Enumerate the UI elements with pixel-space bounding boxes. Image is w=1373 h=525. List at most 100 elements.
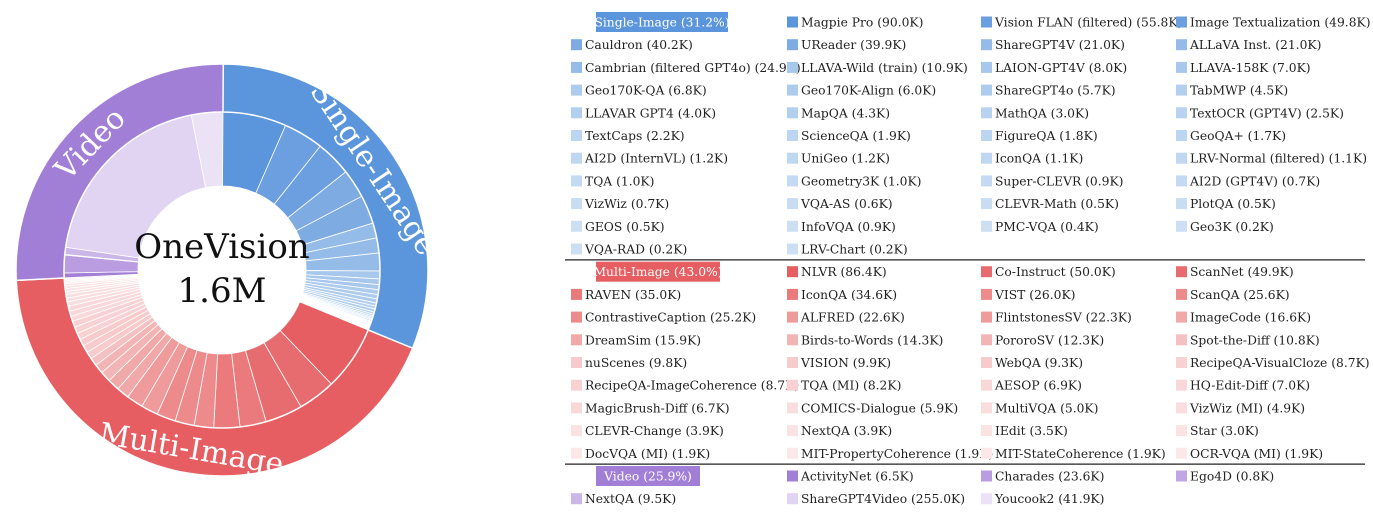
legend-swatch <box>787 107 798 119</box>
legend-swatch <box>981 107 992 119</box>
legend-header-video <box>596 466 700 486</box>
legend-item-iedit: IEdit (3.5K) <box>995 424 1068 438</box>
legend-swatch <box>981 84 992 96</box>
legend-swatch <box>571 288 582 300</box>
legend-item-cambrian: Cambrian (filtered GPT4o) (24.9K) <box>585 61 801 75</box>
legend-item-pororosv: PororoSV (12.3K) <box>995 333 1104 347</box>
legend-swatch <box>981 311 992 323</box>
legend-item-nextqa: NextQA (9.5K) <box>585 492 676 506</box>
legend-item-vision: VISION (9.9K) <box>800 356 891 370</box>
legend-swatch <box>787 130 798 141</box>
legend-item-comics-dialogue: COMICS-Dialogue (5.9K) <box>801 401 958 415</box>
legend-item-alfred: ALFRED (22.6K) <box>800 311 905 325</box>
legend-item-charades: Charades (23.6K) <box>995 470 1104 484</box>
legend-swatch <box>787 266 798 278</box>
legend-swatch <box>1176 61 1187 73</box>
legend-item-clevr-change: CLEVR-Change (3.9K) <box>585 424 724 438</box>
legend-item-ego4d: Ego4D (0.8K) <box>1190 470 1274 484</box>
legend-swatch <box>787 220 798 232</box>
legend-item-image-textualization: Image Textualization (49.8K) <box>1190 16 1371 30</box>
legend-item-geometry3k: Geometry3K (1.0K) <box>801 174 921 188</box>
legend-item-star: Star (3.0K) <box>1190 424 1259 438</box>
legend-item-hq-edit-diff: HQ-Edit-Diff (7.0K) <box>1190 379 1310 393</box>
legend-swatch <box>1176 402 1187 414</box>
center-total: 1.6M <box>178 271 267 311</box>
legend-swatch <box>981 175 992 187</box>
legend-item-llava-158k: LLAVA-158K (7.0K) <box>1190 61 1311 75</box>
legend-swatch <box>787 334 798 346</box>
legend-item-vqa-as: VQA-AS (0.6K) <box>800 197 893 211</box>
legend-item-recipeqa-visualcloze: RecipeQA-VisualCloze (8.7K) <box>1190 356 1370 370</box>
legend-swatch <box>571 39 582 51</box>
legend-item-cauldron: Cauldron (40.2K) <box>585 38 693 52</box>
legend-header-multi-image <box>596 261 720 282</box>
legend-item-tqa: TQA (MI) (8.2K) <box>801 379 901 393</box>
legend-item-mit-statecoherence: MIT-StateCoherence (1.9K) <box>995 447 1166 461</box>
legend-swatch <box>1176 357 1187 368</box>
legend-swatch <box>1176 198 1187 210</box>
legend-swatch <box>787 175 798 187</box>
legend-item-scannet: ScanNet (49.9K) <box>1190 265 1294 279</box>
legend-swatch <box>571 220 582 232</box>
legend-swatch <box>1176 334 1187 346</box>
legend-swatch <box>981 288 992 300</box>
legend-item-pmc-vqa: PMC-VQA (0.4K) <box>995 220 1099 234</box>
legend-swatch <box>1176 220 1187 232</box>
legend-swatch <box>1176 288 1187 300</box>
legend-item-co-instruct: Co-Instruct (50.0K) <box>995 265 1116 279</box>
legend-swatch <box>981 379 992 391</box>
legend-item-contrastivecaption: ContrastiveCaption (25.2K) <box>585 311 756 325</box>
legend-swatch <box>981 334 992 346</box>
legend-item-tqa: TQA (1.0K) <box>585 174 654 188</box>
legend-swatch <box>787 288 798 300</box>
legend-swatch <box>981 425 992 437</box>
legend-swatch <box>787 357 798 368</box>
legend-item-lrv-normal: LRV-Normal (filtered) (1.1K) <box>1190 152 1367 166</box>
legend-header-single-image <box>596 12 728 32</box>
legend-swatch <box>981 39 992 51</box>
center-title: OneVision <box>134 227 309 267</box>
legend-swatch <box>981 16 992 28</box>
legend-swatch <box>571 198 582 210</box>
legend-swatch <box>571 130 582 141</box>
legend-item-clevr-math: CLEVR-Math (0.5K) <box>995 197 1119 211</box>
legend-swatch <box>787 243 798 255</box>
legend-item-llava-wild: LLAVA-Wild (train) (10.9K) <box>801 61 968 75</box>
legend-item-birds-to-words: Birds-to-Words (14.3K) <box>801 333 943 347</box>
legend-swatch <box>787 198 798 210</box>
legend-swatch <box>981 447 992 459</box>
legend-item-llavar-gpt4: LLAVAR GPT4 (4.0K) <box>585 106 716 120</box>
legend-item-geo3k: Geo3K (0.2K) <box>1190 220 1274 234</box>
outer-arc-multi-image <box>15 277 414 477</box>
legend-item-multivqa: MultiVQA (5.0K) <box>995 401 1098 415</box>
legend-swatch <box>787 402 798 414</box>
legend-item-vqa-rad: VQA-RAD (0.2K) <box>584 243 687 257</box>
legend-swatch <box>787 470 798 482</box>
legend-item-raven: RAVEN (35.0K) <box>585 288 681 302</box>
legend-swatch <box>787 16 798 28</box>
legend-item-infovqa: InfoVQA (0.9K) <box>801 220 896 234</box>
legend-swatch <box>1176 107 1187 119</box>
legend-item-geo170k-align: Geo170K-Align (6.0K) <box>801 84 936 98</box>
legend-item-geo170k-qa: Geo170K-QA (6.8K) <box>585 84 707 98</box>
legend-item-geos: GEOS (0.5K) <box>585 220 665 234</box>
legend-item-nuscenes: nuScenes (9.8K) <box>585 356 687 370</box>
legend-item-plotqa: PlotQA (0.5K) <box>1190 197 1276 211</box>
legend-item-youcook2: Youcook2 (41.9K) <box>994 492 1104 506</box>
legend-item-magpie-pro: Magpie Pro (90.0K) <box>801 16 923 30</box>
legend-swatch <box>571 84 582 96</box>
legend-swatch <box>571 152 582 164</box>
legend-swatch <box>571 425 582 437</box>
legend-item-iconqa: IconQA (1.1K) <box>995 152 1083 166</box>
outer-arc-video <box>15 63 225 282</box>
legend-swatch <box>571 107 582 119</box>
legend-item-unigeo: UniGeo (1.2K) <box>801 152 890 166</box>
legend-swatch <box>787 311 798 323</box>
legend-swatch <box>1176 470 1187 482</box>
legend-swatch <box>981 220 992 232</box>
legend-swatch <box>571 493 582 505</box>
legend-swatch <box>787 39 798 51</box>
legend-item-imagecode: ImageCode (16.6K) <box>1190 311 1311 325</box>
legend-swatch <box>1176 425 1187 437</box>
